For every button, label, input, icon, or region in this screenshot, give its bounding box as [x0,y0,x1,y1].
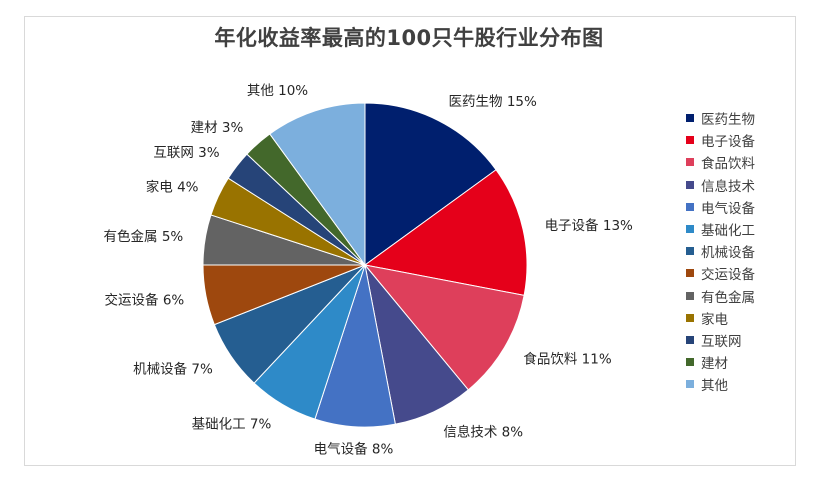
legend-item: 医药生物 [686,107,755,129]
legend-item: 有色金属 [686,285,755,307]
slice-data-label: 基础化工 7% [192,415,272,432]
legend-label: 电气设备 [701,200,755,217]
legend-item: 家电 [686,307,755,329]
slice-data-label: 有色金属 5% [104,228,184,245]
legend-item: 电气设备 [686,196,755,218]
legend-swatch [686,335,694,344]
legend-item: 机械设备 [686,240,755,262]
legend-label: 医药生物 [701,112,755,129]
slice-data-label: 机械设备 7% [133,360,213,377]
legend-label: 其他 [701,378,728,395]
legend-label: 电子设备 [701,134,755,151]
legend-swatch [686,291,694,300]
slice-data-label: 建材 3% [191,120,244,136]
pie-slice [364,102,497,266]
legend-swatch [686,158,694,167]
legend-item: 交运设备 [686,262,755,284]
legend-label: 交运设备 [701,267,755,284]
legend-label: 机械设备 [701,245,755,262]
legend-swatch [686,247,694,256]
slice-data-label: 信息技术 8% [443,423,523,440]
slice-data-label: 互联网 3% [153,145,219,161]
legend-swatch [686,114,694,123]
chart-legend: 医药生物电子设备食品饮料信息技术电气设备基础化工机械设备交运设备有色金属家电互联… [686,107,755,395]
legend-label: 信息技术 [701,178,755,195]
pie-slice [269,102,366,267]
slice-data-label: 家电 4% [146,179,199,196]
legend-swatch [686,180,694,189]
legend-label: 食品饮料 [701,156,755,173]
legend-item: 食品饮料 [686,151,755,173]
slice-data-label: 其他 10% [247,83,308,99]
legend-label: 有色金属 [701,289,755,306]
legend-item: 其他 [686,373,755,395]
legend-label: 建材 [701,356,728,373]
legend-label: 互联网 [701,333,742,350]
slice-data-label: 电气设备 8% [314,441,394,458]
legend-item: 建材 [686,351,755,373]
slice-data-label: 食品饮料 11% [523,351,611,368]
slice-data-label: 电子设备 13% [545,217,633,234]
legend-label: 基础化工 [701,223,755,240]
legend-swatch [686,380,694,389]
legend-swatch [686,313,694,322]
legend-item: 信息技术 [686,174,755,196]
legend-swatch [686,202,694,211]
legend-label: 家电 [701,311,728,328]
slice-data-label: 交运设备 6% [105,291,185,308]
legend-item: 基础化工 [686,218,755,240]
legend-swatch [686,136,694,145]
legend-swatch [686,269,694,278]
pie-slice [363,264,525,391]
legend-item: 电子设备 [686,129,755,151]
pie-slice [363,169,528,296]
legend-swatch [686,225,694,234]
chart-title: 年化收益率最高的100只牛股行业分布图 [214,26,604,50]
legend-item: 互联网 [686,329,755,351]
slice-data-label: 医药生物 15% [449,94,537,110]
legend-swatch [686,358,694,367]
